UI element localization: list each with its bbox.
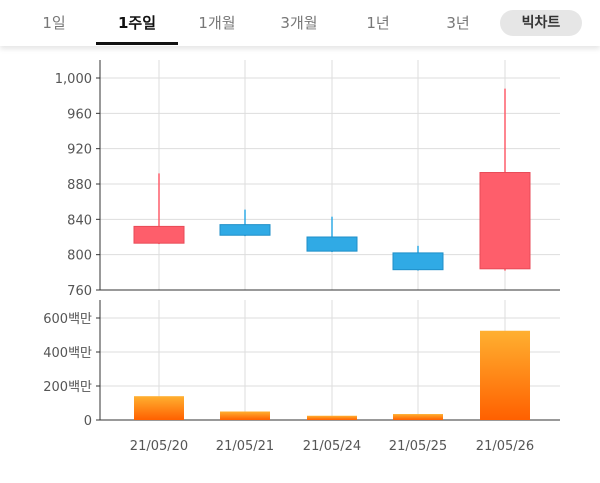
volume-bar-21/05/26	[480, 330, 530, 420]
volume-ytick-label: 400백만	[43, 346, 92, 361]
price-ytick-label: 960	[67, 107, 92, 122]
volume-bar-21/05/24	[307, 415, 357, 420]
price-ytick-label: 1,000	[55, 72, 92, 87]
volume-bar-21/05/20	[134, 396, 184, 420]
volume-bar-21/05/25	[393, 414, 443, 420]
candle-body-21/05/24	[306, 236, 358, 252]
price-ytick-label: 880	[67, 178, 92, 193]
tab-1-month[interactable]: 1개월	[198, 14, 236, 32]
x-tick-label: 21/05/20	[130, 439, 188, 454]
volume-ytick-label: 0	[84, 414, 92, 429]
tab-3-month[interactable]: 3개월	[280, 14, 318, 32]
price-ytick-label: 800	[67, 249, 92, 264]
price-ytick-label: 760	[67, 284, 92, 299]
price-ytick-label: 920	[67, 143, 92, 158]
x-tick-label: 21/05/26	[476, 439, 534, 454]
tab-3-year[interactable]: 3년	[446, 14, 470, 32]
period-tab-bar: 1일 1주일 1개월 3개월 1년 3년 빅차트	[0, 0, 600, 46]
volume-bar-21/05/21	[220, 411, 270, 420]
tab-1-day[interactable]: 1일	[42, 14, 66, 32]
x-tick-label: 21/05/24	[303, 439, 361, 454]
tab-1-week[interactable]: 1주일	[117, 14, 157, 32]
candle-body-21/05/26	[479, 172, 531, 270]
candle-body-21/05/20	[133, 225, 185, 244]
tab-1-year[interactable]: 1년	[366, 14, 390, 32]
active-tab-indicator	[96, 42, 178, 45]
x-tick-label: 21/05/25	[389, 439, 447, 454]
big-chart-button[interactable]: 빅차트	[500, 10, 582, 36]
price-ytick-label: 840	[67, 213, 92, 228]
volume-ytick-label: 200백만	[43, 380, 92, 395]
volume-ytick-label: 600백만	[43, 312, 92, 327]
x-tick-label: 21/05/21	[216, 439, 274, 454]
candle-body-21/05/21	[219, 224, 271, 236]
candle-body-21/05/25	[392, 252, 444, 271]
